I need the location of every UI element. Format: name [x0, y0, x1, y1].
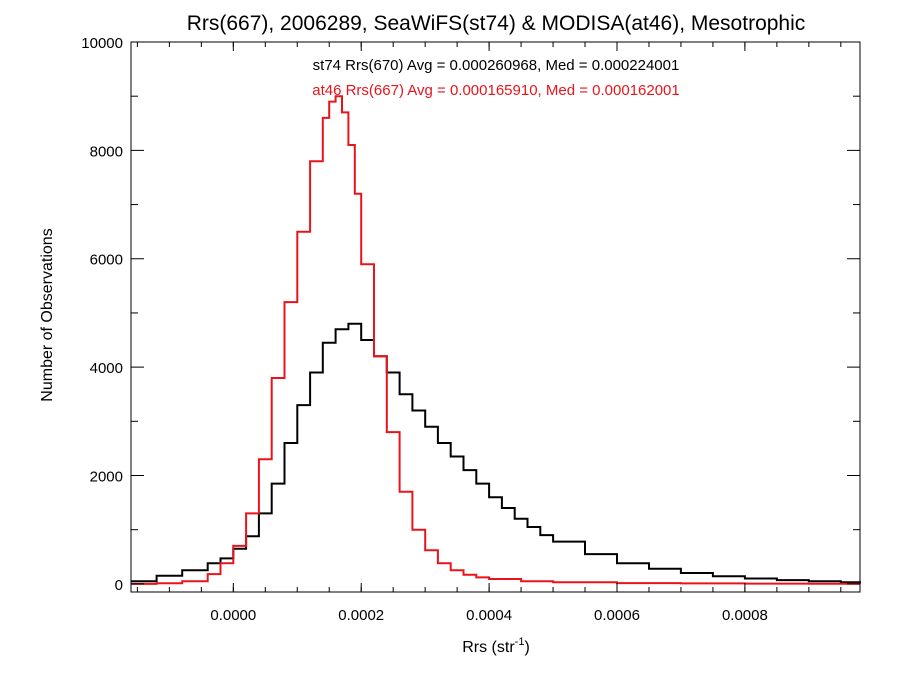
x-tick-label: 0.0000	[210, 607, 256, 624]
y-tick-label: 10000	[81, 35, 123, 52]
x-axis-label-main: Rrs (str	[462, 639, 515, 656]
annotation-st74-stats: st74 Rrs(670) Avg = 0.000260968, Med = 0…	[313, 57, 680, 74]
y-tick-label: 6000	[90, 252, 123, 269]
y-tick-label: 2000	[90, 468, 123, 485]
y-axis-label: Number of Observations	[39, 228, 56, 401]
x-axis-ticks: 0.0000 0.0002 0.0004 0.0006 0.0008	[136, 42, 842, 624]
series-line-1	[131, 95, 861, 585]
x-tick-label: 0.0006	[594, 607, 640, 624]
plot-area	[130, 41, 861, 593]
x-axis-label-superscript: -1	[515, 636, 525, 648]
y-tick-label: 0	[115, 577, 123, 594]
y-axis-ticks: 0 2000 4000 6000 8000 10000	[81, 35, 860, 594]
x-tick-label: 0.0004	[466, 607, 512, 624]
x-axis-label: Rrs (str-1)	[462, 636, 530, 656]
x-tick-label: 0.0002	[338, 607, 384, 624]
y-tick-label: 8000	[90, 143, 123, 160]
series-line-0	[131, 322, 861, 584]
plot-frame	[130, 41, 861, 593]
chart-title: Rrs(667), 2006289, SeaWiFS(st74) & MODIS…	[187, 12, 806, 35]
x-axis-label-close: )	[524, 639, 529, 656]
annotation-at46-stats: at46 Rrs(667) Avg = 0.000165910, Med = 0…	[312, 82, 680, 99]
y-tick-label: 4000	[90, 360, 123, 377]
x-tick-label: 0.0008	[722, 607, 768, 624]
